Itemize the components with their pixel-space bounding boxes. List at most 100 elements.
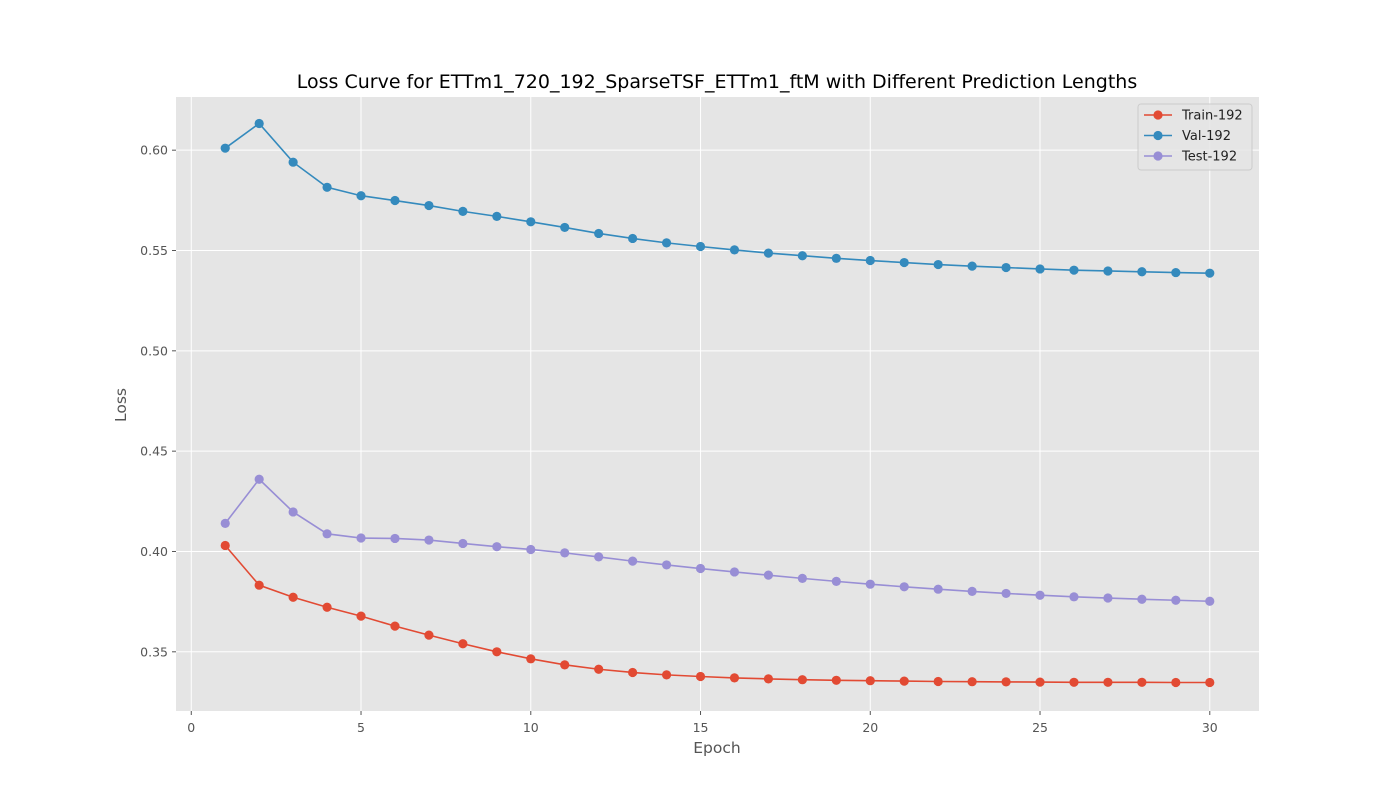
data-point: [1103, 677, 1113, 687]
data-point: [967, 677, 977, 687]
chart-title: Loss Curve for ETTm1_720_192_SparseTSF_E…: [297, 71, 1137, 93]
data-point: [865, 676, 875, 686]
y-axis-ticks: 0.35 0.40 0.45 0.50 0.55 0.60: [140, 143, 176, 659]
series-test-192: [220, 474, 1215, 606]
y-tick-label: 0.55: [140, 243, 168, 258]
data-point: [729, 567, 740, 577]
data-point: [899, 676, 909, 686]
x-tick-label: 25: [1032, 720, 1048, 735]
grid-lines: [176, 97, 1259, 711]
series-train-192: [220, 540, 1215, 688]
data-point: [458, 639, 468, 649]
data-point: [220, 143, 230, 153]
data-point: [492, 542, 502, 552]
data-point: [729, 245, 740, 255]
legend-item: Val-192: [1144, 129, 1231, 144]
data-point: [1069, 265, 1079, 275]
data-point: [933, 584, 943, 594]
data-point: [1205, 677, 1215, 688]
data-point: [254, 580, 264, 590]
data-point: [1001, 677, 1011, 687]
data-point: [661, 238, 672, 248]
data-point: [288, 507, 298, 517]
data-point: [560, 660, 570, 670]
data-point: [797, 573, 807, 583]
y-tick-label: 0.60: [140, 143, 168, 158]
data-point: [967, 586, 977, 597]
x-axis-ticks: 0 5 10 15 20 25 30: [187, 711, 1218, 735]
data-point: [1069, 677, 1079, 687]
data-point: [695, 241, 706, 252]
data-point: [933, 676, 943, 687]
data-point: [526, 654, 536, 664]
data-point: [424, 535, 434, 545]
data-point: [1035, 590, 1045, 600]
data-point: [356, 533, 366, 543]
data-point: [322, 529, 332, 539]
data-point: [628, 233, 638, 244]
data-point: [1205, 268, 1215, 278]
data-point: [458, 538, 468, 549]
data-point: [797, 251, 807, 261]
series-val-192: [220, 118, 1215, 278]
x-tick-label: 0: [187, 720, 195, 735]
x-tick-label: 5: [357, 720, 365, 735]
data-point: [1137, 677, 1147, 687]
legend-marker: [1153, 130, 1163, 141]
data-point: [831, 576, 841, 586]
data-point: [220, 518, 230, 528]
data-point: [322, 602, 332, 612]
data-point: [560, 222, 570, 233]
data-point: [492, 647, 502, 657]
data-point: [220, 540, 230, 551]
data-point: [424, 630, 434, 640]
data-point: [356, 611, 366, 621]
data-point: [1001, 262, 1011, 273]
data-point: [763, 570, 774, 580]
plot-area: [176, 97, 1259, 711]
legend-label: Test-192: [1181, 150, 1237, 165]
legend-marker: [1153, 151, 1163, 161]
data-point: [560, 548, 570, 558]
data-point: [1103, 593, 1113, 603]
data-point: [661, 560, 672, 570]
data-point: [594, 228, 604, 239]
data-point: [1103, 266, 1113, 276]
x-tick-label: 10: [523, 720, 539, 735]
data-point: [695, 563, 706, 574]
data-point: [729, 673, 740, 683]
data-point: [594, 664, 604, 674]
data-point: [254, 474, 264, 484]
legend-label: Train-192: [1181, 109, 1243, 124]
data-point: [594, 552, 604, 562]
legend-item: Test-192: [1144, 150, 1237, 165]
data-point: [865, 579, 875, 589]
x-tick-label: 15: [693, 720, 709, 735]
data-point: [899, 582, 909, 592]
data-point: [865, 255, 875, 266]
series-layer: [220, 118, 1215, 688]
data-point: [492, 211, 502, 221]
y-tick-label: 0.35: [140, 644, 168, 659]
data-point: [526, 217, 536, 227]
legend-label: Val-192: [1182, 129, 1231, 144]
x-tick-label: 20: [862, 720, 878, 735]
y-tick-label: 0.45: [140, 444, 168, 459]
data-point: [390, 621, 400, 631]
x-axis-label: Epoch: [693, 739, 740, 757]
data-point: [1171, 267, 1181, 278]
data-point: [390, 195, 400, 206]
data-point: [967, 261, 977, 271]
data-point: [899, 257, 909, 268]
data-point: [763, 674, 774, 684]
data-point: [661, 670, 672, 680]
data-point: [1137, 594, 1147, 604]
data-point: [356, 191, 366, 201]
data-point: [1001, 588, 1011, 599]
series-line: [224, 122, 1210, 274]
legend-box: [1137, 103, 1253, 171]
data-point: [288, 157, 298, 167]
data-point: [458, 206, 468, 216]
data-point: [797, 675, 807, 685]
